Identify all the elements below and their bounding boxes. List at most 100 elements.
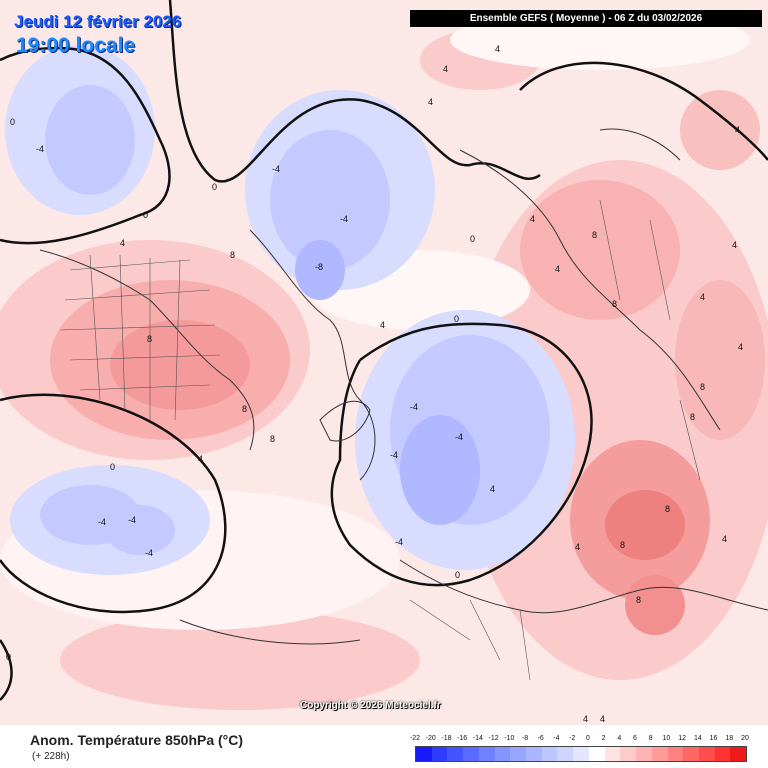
svg-text:4: 4 xyxy=(738,342,743,352)
svg-text:8: 8 xyxy=(700,382,705,392)
scale-tick-label: -6 xyxy=(537,735,544,742)
scale-tick-label: -16 xyxy=(457,735,468,742)
forecast-time: 19:00 locale xyxy=(16,34,136,57)
temperature-anomaly-map: 0 -4 0 -4 0 -4 -8 4 4 4 0 4 0 -4 -4 -4 4 -4 0 0 -4 -4 -… xyxy=(0,0,768,725)
borders xyxy=(59,199,701,681)
svg-text:-4: -4 xyxy=(410,402,418,412)
svg-text:8: 8 xyxy=(230,250,235,260)
warm-anomalies xyxy=(0,30,768,710)
svg-text:0: 0 xyxy=(470,234,475,244)
scale-tick-label: 2 xyxy=(601,735,606,742)
scale-swatch xyxy=(588,747,605,761)
scale-tick-label: 18 xyxy=(725,735,734,742)
scale-swatch xyxy=(416,747,432,761)
scale-tick-label: 0 xyxy=(585,735,590,742)
svg-text:0: 0 xyxy=(143,210,148,220)
scale-swatch xyxy=(730,747,747,761)
coastlines xyxy=(39,128,768,645)
scale-tick-label: -2 xyxy=(569,735,576,742)
scale-tick-label: -12 xyxy=(488,735,499,742)
svg-text:8: 8 xyxy=(270,434,275,444)
svg-text:8: 8 xyxy=(690,412,695,422)
svg-text:-4: -4 xyxy=(145,548,153,558)
svg-text:-4: -4 xyxy=(455,432,463,442)
svg-text:4: 4 xyxy=(583,714,588,724)
scale-swatch xyxy=(463,747,479,761)
svg-text:4: 4 xyxy=(198,454,203,464)
color-scale-bar xyxy=(415,746,747,762)
svg-text:4: 4 xyxy=(700,292,705,302)
svg-text:-4: -4 xyxy=(128,515,136,525)
svg-text:4: 4 xyxy=(600,714,605,724)
svg-text:0: 0 xyxy=(454,314,459,324)
scale-tick-label: 12 xyxy=(678,735,687,742)
svg-text:0: 0 xyxy=(212,182,217,192)
scale-tick-label: 6 xyxy=(633,735,637,742)
svg-text:-4: -4 xyxy=(36,144,44,154)
scale-tick-label: -8 xyxy=(521,735,529,742)
svg-text:4: 4 xyxy=(735,125,740,135)
svg-text:-8: -8 xyxy=(315,262,323,272)
svg-text:8: 8 xyxy=(620,540,625,550)
scale-tick-label: -4 xyxy=(553,735,560,742)
svg-text:4: 4 xyxy=(443,64,448,74)
svg-text:4: 4 xyxy=(555,264,560,274)
scale-swatch xyxy=(651,747,668,761)
svg-text:8: 8 xyxy=(665,504,670,514)
scale-swatch xyxy=(431,747,448,761)
scale-swatch xyxy=(604,747,621,761)
svg-text:-4: -4 xyxy=(272,164,280,174)
svg-text:4: 4 xyxy=(495,44,500,54)
svg-text:8: 8 xyxy=(636,595,641,605)
svg-text:0: 0 xyxy=(455,570,460,580)
scale-swatch xyxy=(494,747,511,761)
zero-contours xyxy=(0,0,768,701)
svg-text:-4: -4 xyxy=(395,537,403,547)
scale-tick-label: 16 xyxy=(709,735,718,742)
svg-text:8: 8 xyxy=(242,404,247,414)
scale-tick-label: -22 xyxy=(409,735,421,742)
color-scale-labels: -22 -20 -18 -16 -14 -12 -10 -8 -6 -4 -2 0 2 4 6 8 10 12 14… xyxy=(410,735,749,745)
svg-text:4: 4 xyxy=(722,534,727,544)
svg-text:4: 4 xyxy=(530,214,535,224)
scale-swatch xyxy=(698,747,715,761)
svg-text:4: 4 xyxy=(428,97,433,107)
scale-tick-label: 10 xyxy=(662,735,671,742)
scale-swatch xyxy=(667,747,684,761)
forecast-date: Jeudi 12 février 2026 xyxy=(14,12,182,31)
cold-anomalies xyxy=(5,45,575,575)
svg-text:4: 4 xyxy=(120,238,125,248)
scale-tick-label: -10 xyxy=(504,735,515,742)
scale-tick-label: 8 xyxy=(648,735,653,742)
scale-swatch xyxy=(714,747,731,761)
scale-swatch xyxy=(573,747,589,761)
svg-text:4: 4 xyxy=(575,542,580,552)
svg-text:4: 4 xyxy=(490,484,495,494)
scale-tick-label: 20 xyxy=(741,735,749,742)
svg-text:8: 8 xyxy=(612,299,617,309)
scale-swatch xyxy=(478,747,495,761)
variable-title: Anom. Température 850hPa (°C) xyxy=(30,732,244,748)
scale-swatch xyxy=(557,747,574,761)
svg-text:8: 8 xyxy=(592,230,597,240)
contour-labels: 0 -4 0 -4 0 -4 -8 4 4 4 0 4 0 -4 -4 -4 4 -4 0 0 -4 -4 -… xyxy=(6,44,743,724)
scale-swatch xyxy=(636,747,652,761)
svg-text:8: 8 xyxy=(147,334,152,344)
scale-swatch xyxy=(510,747,527,761)
svg-text:0: 0 xyxy=(110,462,115,472)
scale-swatch xyxy=(620,747,637,761)
scale-swatch xyxy=(683,747,699,761)
svg-text:-4: -4 xyxy=(340,214,348,224)
scale-tick-label: 14 xyxy=(693,735,702,742)
scale-tick-label: -20 xyxy=(425,735,436,742)
svg-text:0: 0 xyxy=(6,652,11,662)
scale-swatch xyxy=(447,747,464,761)
model-run-label: Ensemble GEFS ( Moyenne ) - 06 Z du 03/0… xyxy=(410,10,762,27)
scale-tick-label: 4 xyxy=(617,735,622,742)
scale-tick-label: -18 xyxy=(441,735,452,742)
lead-time: (+ 228h) xyxy=(32,751,70,762)
svg-text:4: 4 xyxy=(380,320,385,330)
scale-swatch xyxy=(526,747,542,761)
scale-tick-label: -14 xyxy=(472,735,483,742)
svg-text:0: 0 xyxy=(10,117,15,127)
